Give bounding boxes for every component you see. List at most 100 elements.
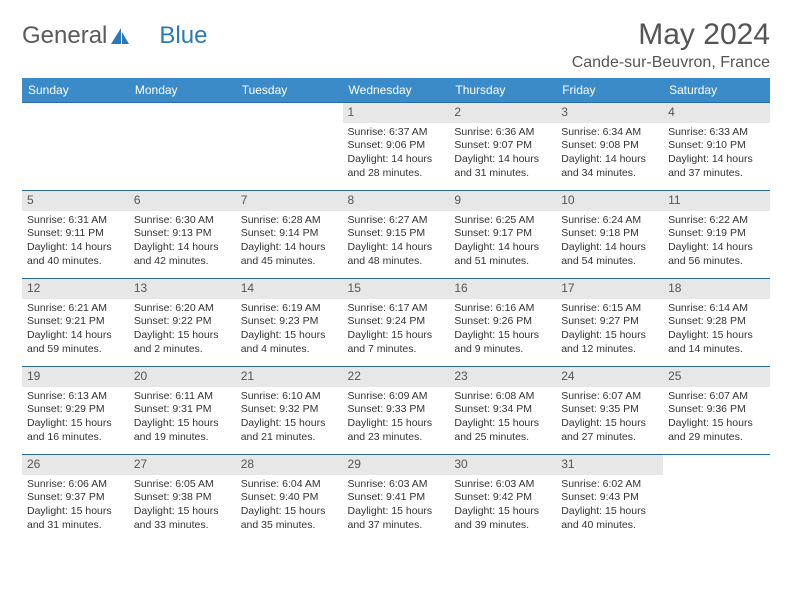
calendar-day-cell: 9Sunrise: 6:25 AMSunset: 9:17 PMDaylight… [449, 191, 556, 279]
day-number: 6 [129, 191, 236, 211]
calendar-day-cell: 23Sunrise: 6:08 AMSunset: 9:34 PMDayligh… [449, 367, 556, 455]
calendar-day-cell: 10Sunrise: 6:24 AMSunset: 9:18 PMDayligh… [556, 191, 663, 279]
daylight-text: Daylight: 14 hours and 59 minutes. [27, 329, 124, 356]
day-number: 1 [343, 103, 450, 123]
day-number: 30 [449, 455, 556, 475]
sunrise-text: Sunrise: 6:30 AM [134, 214, 231, 228]
sunrise-text: Sunrise: 6:24 AM [561, 214, 658, 228]
daylight-text: Daylight: 15 hours and 4 minutes. [241, 329, 338, 356]
sunrise-text: Sunrise: 6:14 AM [668, 302, 765, 316]
sunrise-text: Sunrise: 6:25 AM [454, 214, 551, 228]
sunrise-text: Sunrise: 6:05 AM [134, 478, 231, 492]
logo: General Blue [22, 18, 207, 50]
daylight-text: Daylight: 15 hours and 37 minutes. [348, 505, 445, 532]
daylight-text: Daylight: 15 hours and 27 minutes. [561, 417, 658, 444]
day-number: 28 [236, 455, 343, 475]
sunset-text: Sunset: 9:43 PM [561, 491, 658, 505]
day-number: 22 [343, 367, 450, 387]
day-number: 18 [663, 279, 770, 299]
sunset-text: Sunset: 9:36 PM [668, 403, 765, 417]
sunset-text: Sunset: 9:17 PM [454, 227, 551, 241]
calendar-day-cell: 20Sunrise: 6:11 AMSunset: 9:31 PMDayligh… [129, 367, 236, 455]
calendar-day-cell: 6Sunrise: 6:30 AMSunset: 9:13 PMDaylight… [129, 191, 236, 279]
sunset-text: Sunset: 9:23 PM [241, 315, 338, 329]
calendar-day-cell: 25Sunrise: 6:07 AMSunset: 9:36 PMDayligh… [663, 367, 770, 455]
day-number: 19 [22, 367, 129, 387]
sunset-text: Sunset: 9:10 PM [668, 139, 765, 153]
location: Cande-sur-Beuvron, France [572, 54, 770, 72]
daylight-text: Daylight: 14 hours and 48 minutes. [348, 241, 445, 268]
day-number: 29 [343, 455, 450, 475]
weekday-header: Friday [556, 78, 663, 103]
daylight-text: Daylight: 14 hours and 37 minutes. [668, 153, 765, 180]
header: General Blue May 2024 Cande-sur-Beuvron,… [22, 18, 770, 72]
daylight-text: Daylight: 15 hours and 25 minutes. [454, 417, 551, 444]
day-number: 5 [22, 191, 129, 211]
sunrise-text: Sunrise: 6:19 AM [241, 302, 338, 316]
calendar-day-cell: 17Sunrise: 6:15 AMSunset: 9:27 PMDayligh… [556, 279, 663, 367]
daylight-text: Daylight: 15 hours and 21 minutes. [241, 417, 338, 444]
month-title: May 2024 [572, 18, 770, 52]
sunrise-text: Sunrise: 6:09 AM [348, 390, 445, 404]
daylight-text: Daylight: 15 hours and 35 minutes. [241, 505, 338, 532]
calendar-day-cell [22, 103, 129, 191]
sunrise-text: Sunrise: 6:03 AM [454, 478, 551, 492]
calendar-day-cell: 2Sunrise: 6:36 AMSunset: 9:07 PMDaylight… [449, 103, 556, 191]
calendar-day-cell: 31Sunrise: 6:02 AMSunset: 9:43 PMDayligh… [556, 455, 663, 543]
day-number: 16 [449, 279, 556, 299]
sunset-text: Sunset: 9:18 PM [561, 227, 658, 241]
sunset-text: Sunset: 9:22 PM [134, 315, 231, 329]
calendar-day-cell: 19Sunrise: 6:13 AMSunset: 9:29 PMDayligh… [22, 367, 129, 455]
sunset-text: Sunset: 9:29 PM [27, 403, 124, 417]
daylight-text: Daylight: 15 hours and 12 minutes. [561, 329, 658, 356]
daylight-text: Daylight: 15 hours and 33 minutes. [134, 505, 231, 532]
calendar-day-cell [236, 103, 343, 191]
day-number: 31 [556, 455, 663, 475]
sunset-text: Sunset: 9:38 PM [134, 491, 231, 505]
day-number: 11 [663, 191, 770, 211]
sunset-text: Sunset: 9:19 PM [668, 227, 765, 241]
day-number: 15 [343, 279, 450, 299]
sunrise-text: Sunrise: 6:06 AM [27, 478, 124, 492]
sunset-text: Sunset: 9:40 PM [241, 491, 338, 505]
sunrise-text: Sunrise: 6:20 AM [134, 302, 231, 316]
day-number: 13 [129, 279, 236, 299]
daylight-text: Daylight: 14 hours and 28 minutes. [348, 153, 445, 180]
calendar-week-row: 5Sunrise: 6:31 AMSunset: 9:11 PMDaylight… [22, 191, 770, 279]
day-number: 25 [663, 367, 770, 387]
sunset-text: Sunset: 9:13 PM [134, 227, 231, 241]
calendar-day-cell: 7Sunrise: 6:28 AMSunset: 9:14 PMDaylight… [236, 191, 343, 279]
calendar-day-cell: 24Sunrise: 6:07 AMSunset: 9:35 PMDayligh… [556, 367, 663, 455]
calendar-day-cell: 21Sunrise: 6:10 AMSunset: 9:32 PMDayligh… [236, 367, 343, 455]
day-number: 9 [449, 191, 556, 211]
day-number: 24 [556, 367, 663, 387]
calendar-day-cell: 22Sunrise: 6:09 AMSunset: 9:33 PMDayligh… [343, 367, 450, 455]
calendar-week-row: 19Sunrise: 6:13 AMSunset: 9:29 PMDayligh… [22, 367, 770, 455]
sunrise-text: Sunrise: 6:15 AM [561, 302, 658, 316]
daylight-text: Daylight: 14 hours and 56 minutes. [668, 241, 765, 268]
sunset-text: Sunset: 9:06 PM [348, 139, 445, 153]
weekday-header: Sunday [22, 78, 129, 103]
sunrise-text: Sunrise: 6:04 AM [241, 478, 338, 492]
sunset-text: Sunset: 9:14 PM [241, 227, 338, 241]
calendar-day-cell: 26Sunrise: 6:06 AMSunset: 9:37 PMDayligh… [22, 455, 129, 543]
day-number: 7 [236, 191, 343, 211]
sunrise-text: Sunrise: 6:28 AM [241, 214, 338, 228]
daylight-text: Daylight: 15 hours and 7 minutes. [348, 329, 445, 356]
weekday-header: Monday [129, 78, 236, 103]
title-block: May 2024 Cande-sur-Beuvron, France [572, 18, 770, 72]
calendar-day-cell: 15Sunrise: 6:17 AMSunset: 9:24 PMDayligh… [343, 279, 450, 367]
daylight-text: Daylight: 15 hours and 31 minutes. [27, 505, 124, 532]
daylight-text: Daylight: 15 hours and 40 minutes. [561, 505, 658, 532]
calendar-week-row: 12Sunrise: 6:21 AMSunset: 9:21 PMDayligh… [22, 279, 770, 367]
logo-text-2: Blue [159, 22, 207, 50]
calendar-day-cell: 28 Sunrise: 6:04 AMSunset: 9:40 PMDayligh… [236, 455, 343, 543]
sunrise-text: Sunrise: 6:37 AM [348, 126, 445, 140]
sunrise-text: Sunrise: 6:22 AM [668, 214, 765, 228]
day-number: 2 [449, 103, 556, 123]
calendar-day-cell: 4Sunrise: 6:33 AMSunset: 9:10 PMDaylight… [663, 103, 770, 191]
sunset-text: Sunset: 9:32 PM [241, 403, 338, 417]
calendar-week-row: 26Sunrise: 6:06 AMSunset: 9:37 PMDayligh… [22, 455, 770, 543]
calendar-day-cell: 29Sunrise: 6:03 AMSunset: 9:41 PMDayligh… [343, 455, 450, 543]
calendar-table: SundayMondayTuesdayWednesdayThursdayFrid… [22, 78, 770, 543]
